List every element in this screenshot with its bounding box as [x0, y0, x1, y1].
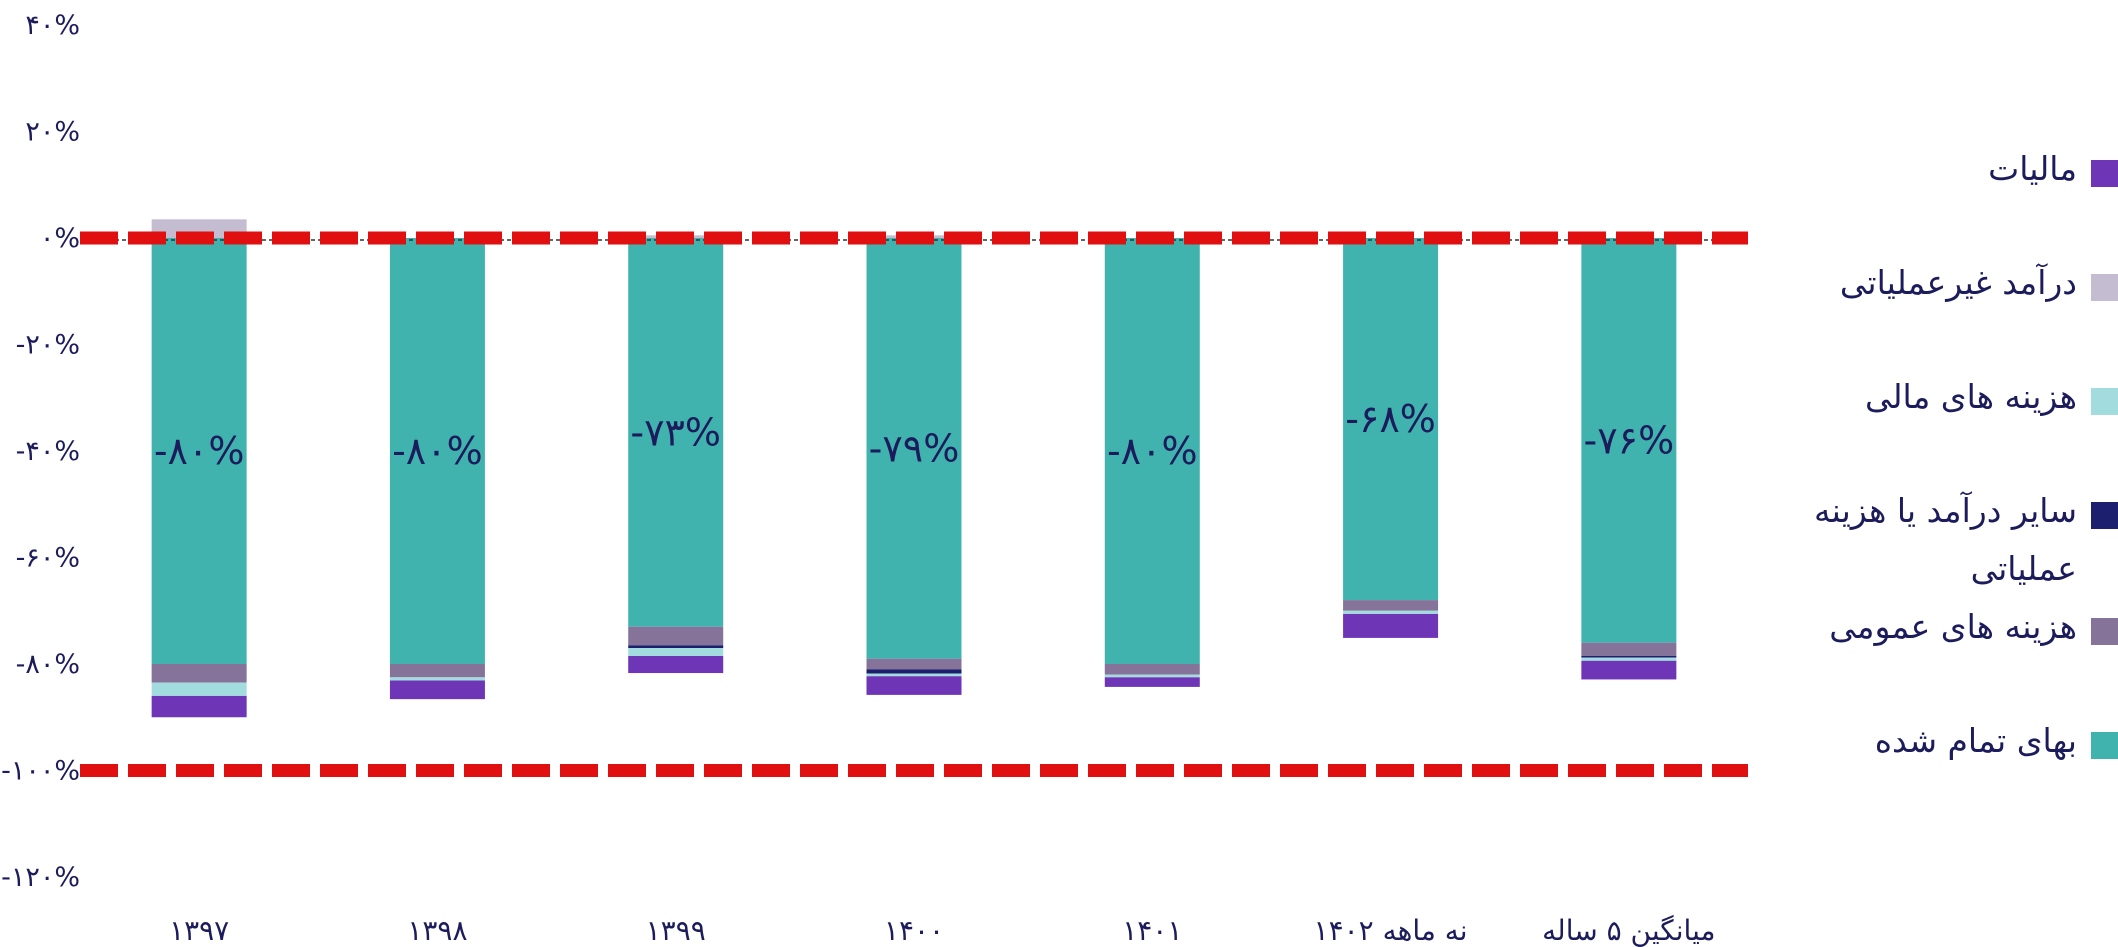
bar-segment: [628, 626, 724, 646]
legend-swatch: [2091, 502, 2118, 529]
bar-segment: [866, 658, 962, 670]
bar-segment: [1343, 600, 1439, 611]
bar-segment: [1104, 238, 1200, 664]
legend-label: هزینه های عمومی: [1829, 607, 2077, 646]
bar-segment: [1104, 674, 1200, 678]
legend-swatch: [2091, 732, 2118, 759]
x-category-label: میانگین ۵ ساله: [1542, 914, 1715, 947]
y-tick-label: ۲۰%: [25, 117, 80, 148]
legend: مالیات درآمد غیرعملیاتی هزینه های مالی سایر…: [1780, 140, 2118, 770]
legend-swatch: [2091, 388, 2118, 415]
legend-label: بهای تمام شده: [1874, 721, 2077, 760]
bar-segment: [1104, 664, 1200, 675]
bar-segment: [151, 664, 247, 683]
bar-segment: [151, 238, 247, 664]
bar-segment: [628, 648, 724, 657]
legend-item: هزینه های عمومی: [1780, 598, 2118, 656]
bar-segment: [1343, 238, 1439, 601]
legend-label: مالیات: [1988, 149, 2077, 188]
bar-segment: [866, 238, 962, 659]
x-category-label: ۱۴۰۱: [1122, 914, 1182, 947]
legend-swatch: [2091, 618, 2118, 645]
bar-segment: [1104, 677, 1200, 687]
bar-segment: [628, 238, 724, 627]
legend-label: هزینه های مالی: [1864, 377, 2077, 416]
bar-value-label: -۷۳%: [630, 410, 721, 454]
legend-label: درآمد غیرعملیاتی: [1839, 263, 2077, 302]
bar-segment: [389, 680, 485, 700]
bar-value-label: -۶۸%: [1345, 397, 1436, 441]
legend-item: بهای تمام شده: [1780, 712, 2118, 770]
y-tick-label: ۴۰%: [25, 10, 80, 41]
y-tick-label: -۲۰%: [16, 330, 80, 361]
bar-segment: [151, 219, 247, 238]
bars: [151, 219, 1677, 718]
bar-segment: [866, 676, 962, 695]
bar-segment: [389, 664, 485, 678]
bar-segment: [628, 645, 724, 649]
bar-segment: [389, 238, 485, 664]
legend-label: سایر درآمد یا هزینه عملیاتی: [1813, 491, 2077, 588]
x-category-label: ۱۴۰۰: [884, 914, 944, 947]
x-category-label: نه ماهه ۱۴۰۲: [1314, 914, 1468, 947]
bar-segment: [1581, 656, 1677, 658]
bar-segment: [1581, 642, 1677, 657]
bar-segment: [389, 677, 485, 681]
x-category-label: ۱۳۹۷: [169, 914, 229, 947]
bar-segment: [151, 695, 247, 718]
bar-value-label: -۸۰%: [392, 429, 483, 473]
legend-swatch: [2091, 274, 2118, 301]
bar-segment: [1343, 613, 1439, 638]
bar-value-label: -۷۹%: [869, 426, 960, 470]
reference-lines: [80, 231, 1748, 777]
y-tick-label: ۰%: [40, 223, 80, 254]
y-tick-label: -۱۰۰%: [1, 756, 80, 787]
bar-value-label: -۸۰%: [154, 429, 245, 473]
y-tick-label: -۱۲۰%: [1, 862, 80, 893]
legend-swatch: [2091, 160, 2118, 187]
x-axis: ۱۳۹۷ ۱۳۹۸ ۱۳۹۹ ۱۴۰۰ ۱۴۰۱ نه ماهه ۱۴۰۲ میانگین …: [169, 914, 1715, 947]
legend-item: هزینه های مالی: [1780, 368, 2118, 426]
legend-item: مالیات: [1780, 140, 2118, 198]
y-tick-label: -۴۰%: [16, 436, 80, 467]
y-tick-label: -۶۰%: [16, 543, 80, 574]
bar-value-label: -۸۰%: [1107, 429, 1198, 473]
bar-segment: [628, 656, 724, 674]
y-tick-label: -۸۰%: [16, 649, 80, 680]
legend-item: سایر درآمد یا هزینه عملیاتی: [1780, 482, 2118, 598]
y-axis: ۴۰% ۲۰% ۰% -۲۰% -۴۰% -۶۰% -۸۰% -۱۰۰% -۱۲۰%: [1, 10, 80, 893]
bar-segment: [1581, 238, 1677, 643]
x-category-label: ۱۳۹۹: [646, 914, 706, 947]
bar-segment: [151, 682, 247, 696]
bar-labels: -۸۰% -۸۰% -۷۳% -۷۹% -۸۰% -۶۸% -۷۶%: [154, 397, 1674, 473]
bar-segment: [866, 673, 962, 677]
bar-value-label: -۷۶%: [1584, 418, 1675, 462]
x-category-label: ۱۳۹۸: [407, 914, 467, 947]
legend-item: درآمد غیرعملیاتی: [1780, 254, 2118, 312]
bar-segment: [1343, 610, 1439, 614]
bar-segment: [866, 669, 962, 674]
bar-segment: [1581, 660, 1677, 680]
bar-segment: [1581, 657, 1677, 661]
